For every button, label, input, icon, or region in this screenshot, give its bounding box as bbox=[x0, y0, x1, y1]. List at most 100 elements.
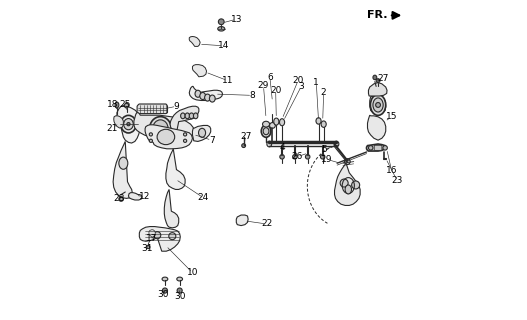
Ellipse shape bbox=[316, 118, 321, 124]
Text: 24: 24 bbox=[198, 193, 209, 202]
Polygon shape bbox=[170, 106, 199, 131]
Text: 22: 22 bbox=[261, 220, 272, 228]
Polygon shape bbox=[335, 163, 360, 205]
Ellipse shape bbox=[124, 119, 133, 130]
Text: 26: 26 bbox=[291, 152, 303, 161]
Polygon shape bbox=[367, 115, 386, 140]
Ellipse shape bbox=[370, 95, 386, 116]
Text: 12: 12 bbox=[139, 192, 150, 201]
Ellipse shape bbox=[121, 116, 136, 133]
Ellipse shape bbox=[162, 277, 168, 281]
Ellipse shape bbox=[218, 27, 225, 31]
Ellipse shape bbox=[340, 179, 348, 187]
Ellipse shape bbox=[352, 181, 359, 189]
Ellipse shape bbox=[279, 119, 285, 126]
Text: 3: 3 bbox=[298, 82, 304, 91]
Ellipse shape bbox=[373, 75, 377, 80]
Polygon shape bbox=[189, 86, 222, 100]
Ellipse shape bbox=[263, 128, 269, 135]
Text: 31: 31 bbox=[141, 244, 152, 253]
Text: 7: 7 bbox=[209, 136, 214, 145]
Text: 14: 14 bbox=[218, 41, 229, 50]
Ellipse shape bbox=[345, 159, 350, 164]
Polygon shape bbox=[164, 189, 179, 228]
Text: 9: 9 bbox=[173, 102, 179, 111]
Ellipse shape bbox=[124, 103, 129, 108]
Text: 21: 21 bbox=[107, 124, 118, 132]
Ellipse shape bbox=[306, 155, 310, 159]
Text: 8: 8 bbox=[249, 91, 255, 100]
Polygon shape bbox=[236, 215, 248, 226]
Ellipse shape bbox=[150, 117, 171, 141]
Ellipse shape bbox=[334, 141, 339, 147]
Ellipse shape bbox=[242, 144, 246, 148]
Ellipse shape bbox=[218, 19, 224, 25]
Text: 6: 6 bbox=[267, 73, 273, 82]
Ellipse shape bbox=[376, 102, 380, 108]
Ellipse shape bbox=[127, 123, 130, 126]
Ellipse shape bbox=[169, 233, 176, 240]
Ellipse shape bbox=[320, 155, 325, 159]
Ellipse shape bbox=[157, 129, 174, 145]
Ellipse shape bbox=[193, 113, 198, 119]
Ellipse shape bbox=[189, 113, 194, 119]
Polygon shape bbox=[134, 113, 194, 141]
Ellipse shape bbox=[267, 141, 271, 147]
Text: 28: 28 bbox=[113, 194, 124, 203]
Ellipse shape bbox=[183, 133, 187, 136]
Text: FR.: FR. bbox=[367, 10, 388, 20]
Polygon shape bbox=[189, 36, 200, 46]
Text: 5: 5 bbox=[321, 145, 327, 154]
Ellipse shape bbox=[280, 155, 284, 159]
Polygon shape bbox=[129, 193, 142, 200]
Text: 18: 18 bbox=[108, 100, 119, 109]
Polygon shape bbox=[113, 141, 132, 198]
Polygon shape bbox=[139, 227, 180, 251]
Polygon shape bbox=[370, 94, 386, 115]
Ellipse shape bbox=[209, 95, 215, 102]
Polygon shape bbox=[117, 106, 140, 143]
Ellipse shape bbox=[274, 118, 279, 125]
Ellipse shape bbox=[199, 128, 206, 137]
Ellipse shape bbox=[147, 245, 150, 249]
Polygon shape bbox=[192, 125, 211, 141]
Polygon shape bbox=[166, 149, 185, 189]
Ellipse shape bbox=[321, 121, 326, 127]
Text: 4: 4 bbox=[279, 143, 285, 152]
Polygon shape bbox=[114, 116, 123, 128]
Ellipse shape bbox=[345, 185, 352, 194]
Ellipse shape bbox=[204, 94, 210, 101]
Ellipse shape bbox=[181, 113, 185, 119]
Polygon shape bbox=[368, 83, 387, 96]
Polygon shape bbox=[367, 144, 386, 151]
Ellipse shape bbox=[200, 92, 206, 100]
Text: 20: 20 bbox=[270, 86, 281, 95]
Text: 11: 11 bbox=[222, 76, 233, 85]
Text: 25: 25 bbox=[120, 100, 131, 109]
Polygon shape bbox=[149, 230, 155, 237]
Polygon shape bbox=[145, 125, 192, 149]
Text: 29: 29 bbox=[258, 81, 269, 90]
Ellipse shape bbox=[154, 232, 161, 239]
Ellipse shape bbox=[383, 146, 387, 150]
Text: 30: 30 bbox=[174, 292, 186, 301]
Ellipse shape bbox=[262, 121, 270, 127]
Text: 19: 19 bbox=[321, 155, 333, 164]
Text: 1: 1 bbox=[314, 78, 319, 87]
Text: 13: 13 bbox=[230, 15, 242, 24]
Ellipse shape bbox=[162, 288, 168, 293]
FancyBboxPatch shape bbox=[374, 145, 382, 150]
Text: 20: 20 bbox=[292, 76, 304, 85]
Ellipse shape bbox=[261, 125, 271, 137]
Ellipse shape bbox=[368, 146, 373, 150]
Ellipse shape bbox=[177, 288, 182, 293]
Ellipse shape bbox=[270, 123, 275, 128]
Text: 15: 15 bbox=[386, 112, 397, 121]
Ellipse shape bbox=[177, 277, 182, 281]
Polygon shape bbox=[192, 65, 207, 77]
Text: 23: 23 bbox=[392, 176, 403, 185]
Ellipse shape bbox=[149, 133, 152, 136]
Polygon shape bbox=[137, 104, 168, 114]
Text: 10: 10 bbox=[187, 268, 198, 277]
Ellipse shape bbox=[149, 139, 152, 142]
